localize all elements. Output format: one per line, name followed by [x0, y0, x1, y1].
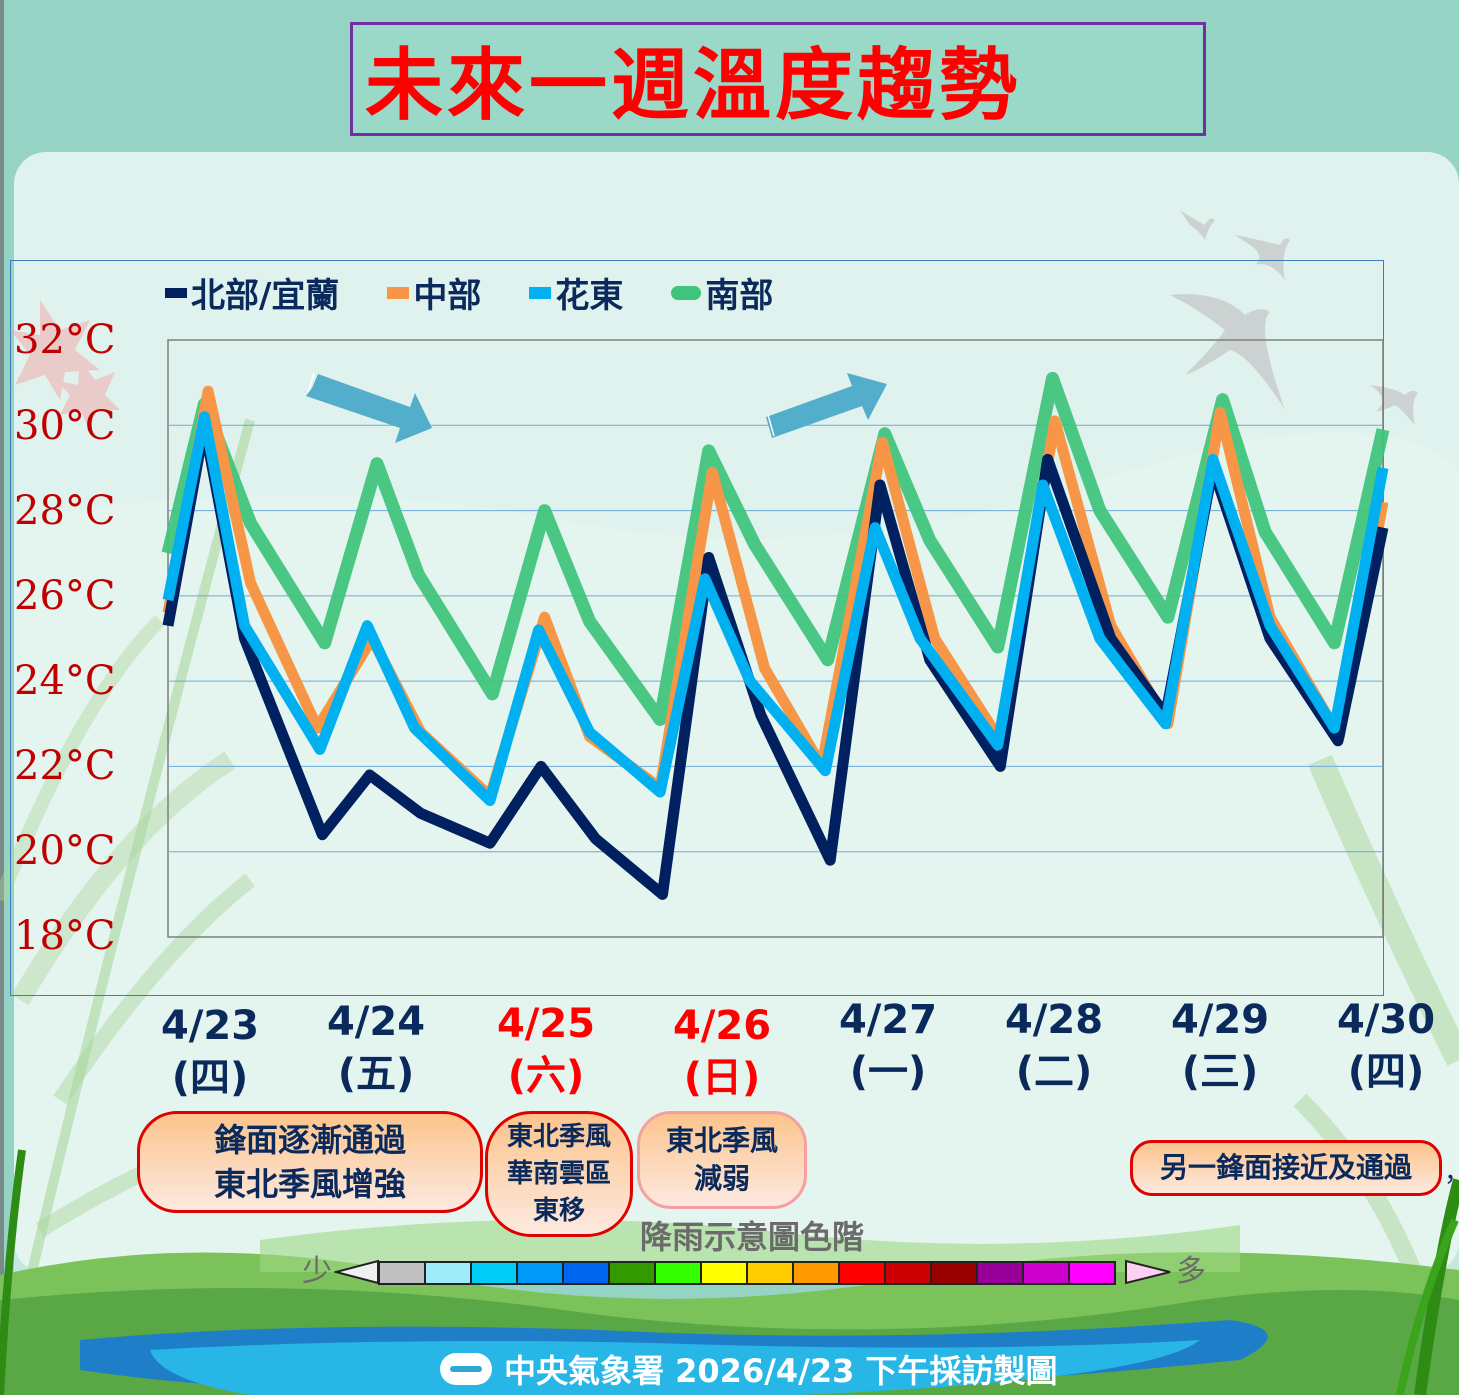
- rain-scale-cell: [748, 1263, 794, 1283]
- x-tick-weekday: (四): [171, 1055, 249, 1101]
- annotation-monsoon-weakening: 東北季風 減弱: [637, 1111, 807, 1209]
- annotation-line: 另一鋒面接近及通過: [1159, 1151, 1412, 1184]
- y-tick: 24°C: [14, 658, 116, 704]
- y-tick: 30°C: [14, 403, 116, 449]
- rain-scale-cell: [978, 1263, 1024, 1283]
- x-tick-date: 4/29: [1170, 997, 1270, 1043]
- y-tick: 20°C: [14, 828, 116, 874]
- legend-label: 南部: [705, 276, 774, 316]
- rain-scale-cell: [886, 1263, 932, 1283]
- rain-scale-less-label: 少: [302, 1254, 332, 1289]
- x-tick-date: 4/24: [326, 999, 426, 1045]
- rain-scale-cell: [564, 1263, 610, 1283]
- x-tick-day: 4/25 (六): [476, 998, 616, 1102]
- legend-label: 花東: [555, 276, 624, 316]
- rain-scale-cell: [426, 1263, 472, 1283]
- x-tick-day: 4/27 (一): [818, 994, 958, 1098]
- x-tick-date: 4/27: [838, 997, 938, 1043]
- annotation-another-front: 另一鋒面接近及通過: [1130, 1140, 1442, 1196]
- rain-scale-cell: [932, 1263, 978, 1283]
- trend-arrow-up-icon: [766, 373, 887, 438]
- rain-scale-cell: [1070, 1263, 1114, 1283]
- rain-scale-cell: [518, 1263, 564, 1283]
- rain-scale-more-label: 多: [1176, 1254, 1206, 1289]
- rain-scale-left-cap: [334, 1259, 379, 1285]
- legend-label: 北部/宜蘭: [191, 276, 340, 316]
- x-tick-weekday: (四): [1347, 1049, 1425, 1095]
- legend-item-south: 南部: [671, 268, 773, 317]
- rain-scale-cell: [840, 1263, 886, 1283]
- x-tick-weekday: (六): [507, 1053, 585, 1099]
- rain-scale-title: 降雨示意圖色階: [640, 1218, 865, 1256]
- x-tick-date: 4/25: [496, 1001, 596, 1047]
- x-tick-day: 4/30 (四): [1316, 994, 1456, 1098]
- footer-credit: 中央氣象署 2026/4/23 下午採訪製圖: [440, 1346, 1058, 1392]
- legend-item-central: 中部: [387, 268, 481, 317]
- x-tick-day: 4/26 (日): [652, 1000, 792, 1104]
- legend-swatch-north: [165, 287, 187, 298]
- x-tick-weekday: (五): [337, 1051, 415, 1097]
- trend-arrow-down-icon: [306, 372, 432, 443]
- series-line-2: [162, 411, 1389, 806]
- legend-label: 中部: [413, 276, 482, 316]
- annotation-monsoon-cloud: 東北季風 華南雲區 東移: [485, 1111, 633, 1237]
- x-tick-date: 4/26: [672, 1003, 772, 1049]
- x-tick-date: 4/28: [1004, 997, 1104, 1043]
- y-tick: 32°C: [14, 317, 116, 363]
- x-tick-weekday: (二): [1015, 1049, 1093, 1095]
- rain-color-scale: [378, 1261, 1116, 1285]
- rain-scale-cell: [380, 1263, 426, 1283]
- annotation-line: 鋒面逐漸通過: [213, 1121, 406, 1159]
- rain-scale-cell: [1024, 1263, 1070, 1283]
- series-line-3: [161, 371, 1390, 726]
- annotation-line: 東移: [532, 1195, 585, 1226]
- x-tick-date: 4/23: [160, 1003, 260, 1049]
- page-title: 未來一週溫度趨勢: [365, 41, 1022, 131]
- title-box: 未來一週溫度趨勢: [350, 22, 1206, 136]
- annotation-line: 東北季風: [665, 1124, 778, 1157]
- annotation-line: 東北季風: [506, 1121, 611, 1152]
- rain-scale-cell: [472, 1263, 518, 1283]
- cwa-logo-icon: [440, 1353, 492, 1385]
- rain-scale-cell: [656, 1263, 702, 1283]
- x-tick-day: 4/28 (二): [984, 994, 1124, 1098]
- x-tick-weekday: (三): [1181, 1049, 1259, 1095]
- x-tick-date: 4/30: [1336, 997, 1436, 1043]
- x-tick-day: 4/24 (五): [306, 996, 446, 1100]
- legend-item-east: 花東: [529, 268, 623, 317]
- rain-scale-right-cap: [1125, 1259, 1171, 1285]
- legend-swatch-central: [387, 286, 410, 299]
- x-tick-weekday: (日): [683, 1055, 761, 1101]
- legend-item-north: 北部/宜蘭: [165, 268, 339, 317]
- annotation-line: 減弱: [693, 1162, 750, 1195]
- y-tick: 22°C: [14, 743, 116, 789]
- y-tick: 18°C: [14, 913, 116, 959]
- annotation-line: 東北季風增強: [213, 1165, 406, 1203]
- left-edge-strip: [0, 0, 4, 1395]
- x-tick-day: 4/23 (四): [140, 1000, 280, 1104]
- legend-swatch-south: [671, 285, 702, 300]
- rain-scale-cell: [610, 1263, 656, 1283]
- chart-legend: 北部/宜蘭 中部 花東 南部: [165, 268, 821, 317]
- x-tick-day: 4/29 (三): [1150, 994, 1290, 1098]
- rain-scale-cell: [702, 1263, 748, 1283]
- y-tick: 26°C: [14, 573, 116, 619]
- footer-text: 中央氣象署 2026/4/23 下午採訪製圖: [504, 1352, 1058, 1390]
- annotation-line: 華南雲區: [506, 1158, 611, 1189]
- legend-swatch-east: [529, 286, 552, 299]
- annotation-front-passing: 鋒面逐漸通過 東北季風增強: [137, 1111, 483, 1213]
- rain-scale-cell: [794, 1263, 840, 1283]
- x-tick-weekday: (一): [849, 1049, 927, 1095]
- y-tick: 28°C: [14, 488, 116, 534]
- stray-comma: ，: [1444, 1152, 1459, 1189]
